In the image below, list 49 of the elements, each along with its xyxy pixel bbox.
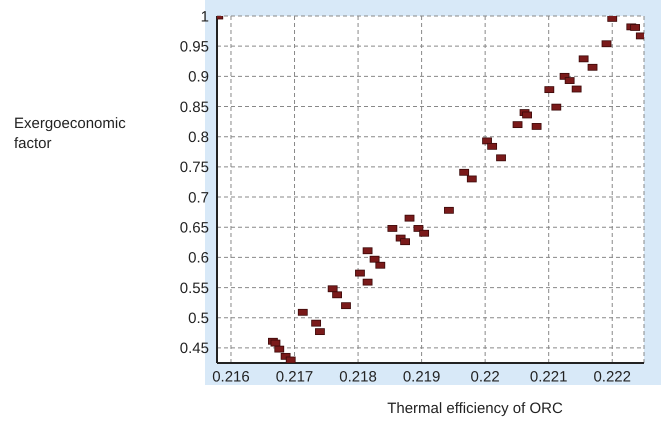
- point: [482, 138, 492, 144]
- x-axis-title: Thermal efficiency of ORC: [386, 400, 564, 417]
- x-tick-label: 0.22: [470, 368, 500, 386]
- point: [332, 291, 342, 298]
- point: [444, 206, 454, 214]
- point: [375, 262, 386, 269]
- x-tick-label: 0.221: [530, 368, 568, 386]
- x-tick-label: 0.217: [276, 368, 314, 386]
- point: [459, 168, 470, 176]
- point: [544, 86, 554, 94]
- point: [578, 55, 589, 62]
- point: [362, 278, 372, 286]
- y-tick-label: 0.6: [188, 250, 209, 267]
- x-tick-label: 0.216: [212, 368, 250, 386]
- point: [370, 256, 380, 263]
- y-tick-label: 0.9: [188, 68, 209, 86]
- point: [298, 308, 308, 316]
- y-tick-label: 0.55: [180, 280, 209, 297]
- point: [311, 320, 322, 327]
- y-tick-label: 0.7: [188, 189, 209, 206]
- point: [512, 121, 522, 128]
- y-tick-label: 0.5: [188, 310, 209, 328]
- point: [551, 104, 562, 111]
- y-tick-label: 0.65: [180, 220, 209, 237]
- point: [315, 328, 325, 336]
- y-tick-label: 0.8: [188, 129, 209, 146]
- y-tick-label: 0.85: [180, 98, 209, 116]
- y-tick-label: 0.95: [180, 38, 209, 56]
- point: [404, 214, 414, 222]
- point: [362, 247, 372, 254]
- point: [419, 230, 430, 237]
- y-axis-title: Exergoeconomic factor: [14, 114, 127, 154]
- point: [328, 285, 338, 292]
- point: [588, 64, 598, 71]
- x-tick-label: 0.219: [402, 368, 440, 386]
- point: [274, 346, 284, 353]
- point: [602, 40, 612, 48]
- point: [522, 112, 532, 118]
- point: [487, 142, 498, 150]
- y-tick-label: 0.75: [180, 159, 209, 176]
- point: [355, 270, 365, 276]
- x-tick-label: 0.222: [593, 368, 632, 386]
- point: [400, 238, 410, 246]
- point: [270, 340, 280, 346]
- y-tick-label: 1: [200, 8, 209, 26]
- y-tick-label: 0.45: [180, 340, 209, 358]
- x-tick-label: 0.218: [339, 368, 377, 386]
- point: [496, 154, 506, 162]
- point: [341, 302, 351, 310]
